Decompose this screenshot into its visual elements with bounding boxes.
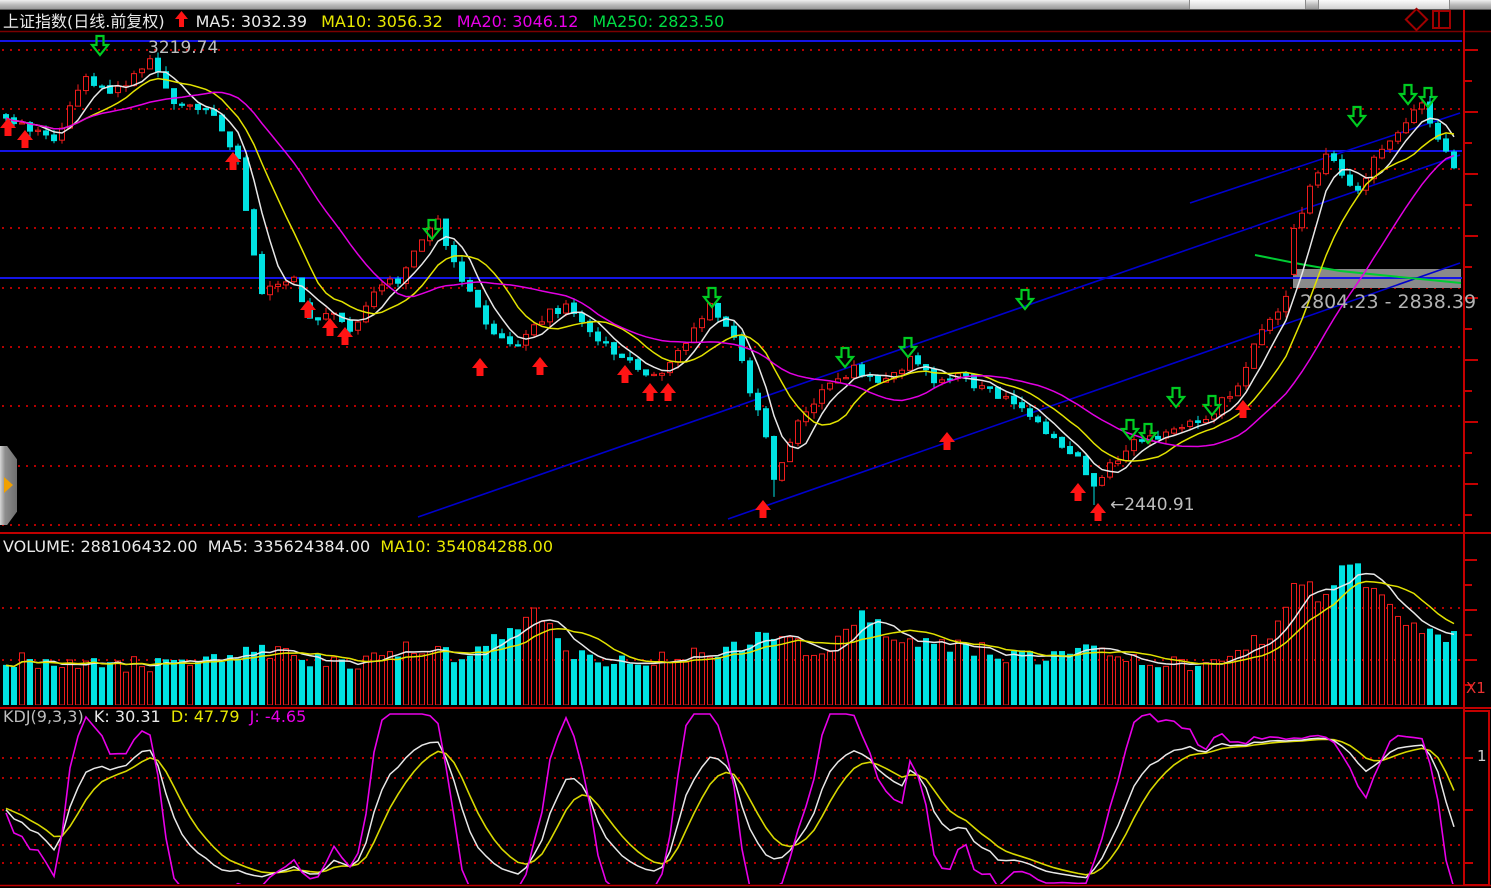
top-strip-segment [1189, 0, 1306, 9]
period-high-label: 3219.74 [148, 38, 219, 58]
kdj-axis-tick-label: 1 [1477, 747, 1487, 765]
panel-expander-tab[interactable] [0, 446, 17, 525]
top-strip-segment [1318, 0, 1450, 9]
kdj-d-label: D: [170, 707, 189, 726]
kdj-j-value: -4.65 [264, 707, 307, 726]
ma10-readout: MA10: 3056.32 [321, 12, 443, 31]
kdj-title: KDJ(9,3,3) [3, 707, 84, 726]
ma5-readout: MA5: 3032.39 [195, 12, 308, 31]
ma250-readout: MA250: 2823.50 [592, 12, 725, 31]
kdj-k-label: K: [93, 707, 110, 726]
up-arrow-icon [174, 11, 188, 32]
volume-ma5-value: 335624384.00 [253, 537, 371, 556]
panel-layout-icon[interactable] [1432, 10, 1451, 29]
gap-range-label: 2804.23 - 2838.39 [1300, 291, 1477, 313]
volume-header: VOLUME: 288106432.00 MA5: 335624384.00 M… [3, 537, 553, 556]
volume-scale-label: X1 [1466, 679, 1486, 697]
main-chart-header: 上证指数(日线.前复权) MA5: 3032.39 MA10: 3056.32 MA20:… [3, 11, 738, 32]
period-low-label: ←2440.91 [1110, 495, 1195, 515]
window-top-strip [0, 0, 1491, 10]
volume-label: VOLUME: [3, 537, 76, 556]
kdj-header: KDJ(9,3,3) K: 30.31 D: 47.79 J: -4.65 [3, 707, 306, 726]
volume-value: 288106432.00 [80, 537, 198, 556]
ma20-readout: MA20: 3046.12 [456, 12, 579, 31]
volume-ma10-label: MA10: [380, 537, 431, 556]
kdj-d-value: 47.79 [193, 707, 240, 726]
volume-ma5-label: MA5: [207, 537, 249, 556]
instrument-title: 上证指数(日线.前复权) [3, 12, 165, 31]
kdj-k-value: 30.31 [114, 707, 161, 726]
expand-arrow-icon [4, 477, 13, 493]
volume-ma10-value: 354084288.00 [435, 537, 554, 556]
kdj-j-label: J: [249, 707, 260, 726]
diamond-icon[interactable] [1404, 7, 1429, 32]
